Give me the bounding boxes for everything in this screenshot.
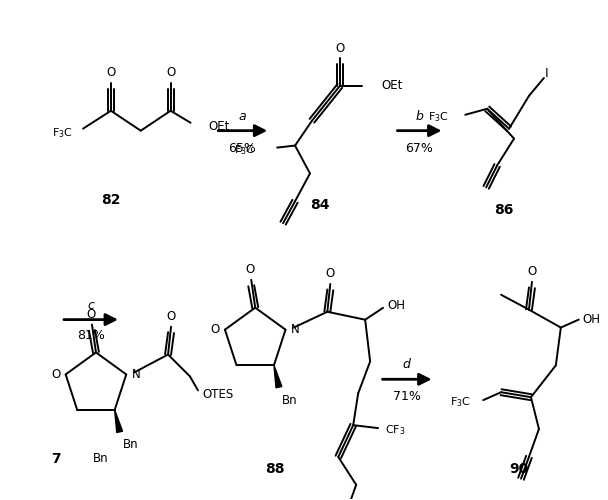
Text: N: N: [291, 323, 300, 336]
Text: a: a: [238, 110, 246, 123]
Text: 88: 88: [265, 462, 285, 476]
Text: 71%: 71%: [393, 390, 421, 402]
Text: F$_3$C: F$_3$C: [234, 144, 255, 158]
Text: Bn: Bn: [123, 438, 138, 452]
Text: OEt: OEt: [209, 120, 230, 133]
Text: 81%: 81%: [77, 329, 105, 342]
Text: CF$_3$: CF$_3$: [385, 423, 406, 437]
Text: O: O: [246, 264, 255, 276]
Polygon shape: [274, 365, 282, 388]
Text: b: b: [415, 110, 423, 123]
Text: OH: OH: [387, 300, 405, 312]
Text: d: d: [402, 358, 410, 371]
Text: O: O: [210, 323, 219, 336]
Text: c: c: [88, 299, 94, 312]
Text: O: O: [335, 42, 345, 54]
Text: 86: 86: [494, 203, 514, 217]
Text: O: O: [167, 310, 176, 323]
Text: 7: 7: [51, 452, 61, 466]
Text: 90: 90: [510, 462, 528, 476]
Text: Bn: Bn: [282, 394, 297, 406]
Text: O: O: [166, 66, 175, 80]
Polygon shape: [115, 410, 123, 432]
Text: Bn: Bn: [93, 452, 109, 466]
Text: 65%: 65%: [229, 142, 256, 155]
Text: OEt: OEt: [382, 80, 403, 92]
Text: F$_3$C: F$_3$C: [52, 126, 73, 140]
Text: OH: OH: [582, 313, 601, 326]
Text: I: I: [545, 68, 548, 80]
Text: O: O: [106, 66, 116, 80]
Text: N: N: [132, 368, 140, 381]
Text: 82: 82: [101, 194, 120, 207]
Text: F$_3$C: F$_3$C: [429, 110, 449, 124]
Text: O: O: [326, 268, 335, 280]
Text: F$_3$C: F$_3$C: [451, 396, 471, 409]
Text: 84: 84: [310, 198, 330, 212]
Text: 67%: 67%: [406, 142, 434, 155]
Text: O: O: [86, 308, 95, 321]
Text: OTES: OTES: [202, 388, 233, 401]
Text: O: O: [51, 368, 60, 381]
Text: O: O: [527, 266, 537, 278]
